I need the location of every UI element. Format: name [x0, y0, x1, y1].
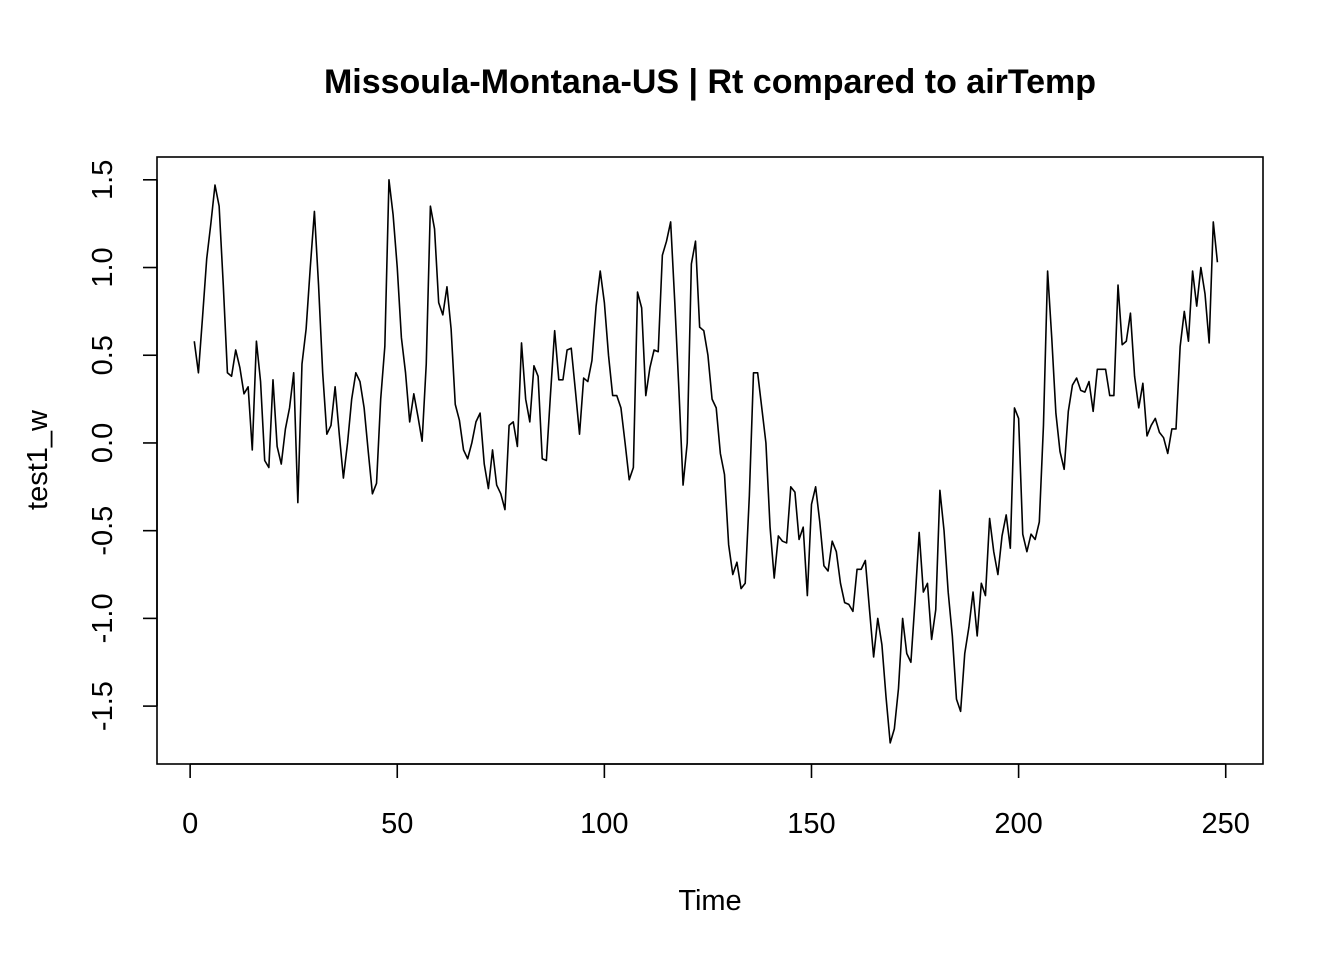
series-line: [193, 179, 1219, 744]
x-tick-label: 0: [182, 808, 198, 840]
y-tick-label: 1.0: [87, 247, 119, 287]
y-tick-label: -1.0: [87, 593, 119, 643]
x-tick-label: 50: [381, 808, 413, 840]
x-axis: 0 50 100 150 200 250: [182, 763, 1250, 840]
x-tick-label: 150: [787, 808, 835, 840]
y-tick-label: 1.5: [87, 160, 119, 200]
y-tick-label: -0.5: [87, 506, 119, 556]
y-axis-label: test1_w: [22, 409, 54, 510]
plot-frame: [156, 156, 1264, 765]
x-tick-label: 250: [1202, 808, 1250, 840]
x-tick-label: 200: [994, 808, 1042, 840]
chart-title: Missoula-Montana-US | Rt compared to air…: [324, 63, 1096, 101]
y-axis: -1.5 -1.0 -0.5 0.0 0.5 1.0 1.5: [87, 160, 158, 731]
x-tick-label: 100: [580, 808, 628, 840]
y-tick-label: 0.5: [87, 335, 119, 375]
y-tick-label: 0.0: [87, 423, 119, 463]
y-tick-label: -1.5: [87, 681, 119, 731]
x-axis-label: Time: [678, 885, 741, 917]
